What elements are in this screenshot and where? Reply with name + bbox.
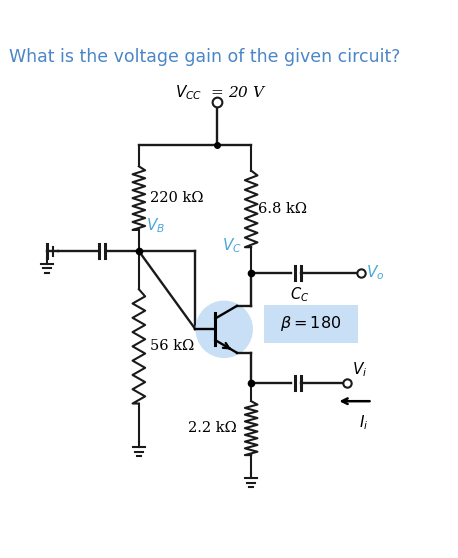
Text: $V_o$: $V_o$ (366, 263, 385, 282)
Text: $V_B$: $V_B$ (146, 217, 165, 235)
Text: What is the voltage gain of the given circuit?: What is the voltage gain of the given ci… (9, 48, 400, 66)
Text: 2.2 kΩ: 2.2 kΩ (188, 421, 237, 435)
Text: 220 kΩ: 220 kΩ (150, 191, 203, 205)
Text: $\beta = 180$: $\beta = 180$ (280, 314, 342, 334)
FancyBboxPatch shape (264, 305, 358, 343)
Circle shape (196, 301, 253, 358)
Text: 56 kΩ: 56 kΩ (150, 339, 194, 353)
Text: $C_C$: $C_C$ (290, 285, 309, 304)
Text: $V_i$: $V_i$ (352, 360, 367, 379)
Text: $V_{CC}$  = 20 V: $V_{CC}$ = 20 V (175, 84, 267, 102)
Text: $V_C$: $V_C$ (222, 236, 242, 255)
Text: $I_i$: $I_i$ (359, 414, 368, 432)
Text: 6.8 kΩ: 6.8 kΩ (258, 202, 307, 216)
